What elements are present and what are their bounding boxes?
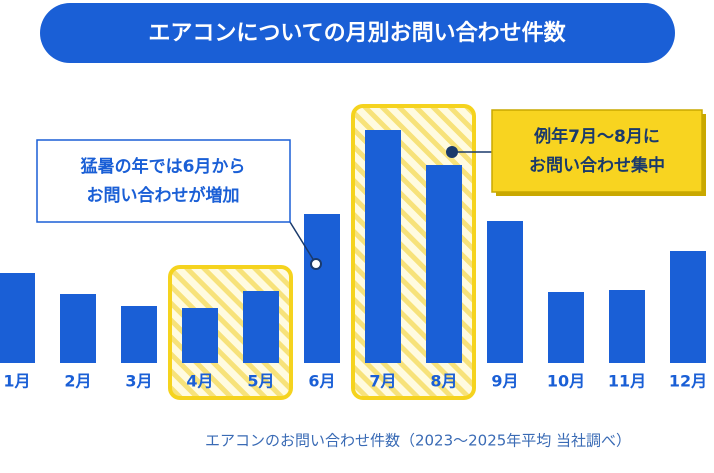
bar — [548, 292, 584, 363]
x-tick-label: 6月 — [308, 372, 335, 391]
callout-dot — [310, 258, 322, 270]
x-tick-label: 11月 — [608, 372, 646, 391]
x-tick-label: 2月 — [64, 372, 91, 391]
callout-text: お問い合わせ集中 — [529, 155, 665, 176]
bar — [304, 214, 340, 363]
bar — [182, 308, 218, 363]
bar — [121, 306, 157, 363]
bar — [487, 221, 523, 363]
chart-title: エアコンについての月別お問い合わせ件数 — [148, 20, 566, 46]
x-tick-label: 10月 — [547, 372, 585, 391]
bar — [243, 291, 279, 363]
bar — [0, 273, 35, 363]
callout-line — [289, 221, 317, 265]
bar — [670, 251, 706, 363]
bar — [60, 294, 96, 363]
bar — [609, 290, 645, 363]
callout-box — [491, 109, 703, 193]
x-tick-label: 8月 — [430, 372, 457, 391]
callout-text: 猛暑の年では6月から — [80, 156, 246, 177]
callout-box — [36, 139, 291, 223]
x-tick-label: 3月 — [125, 372, 152, 391]
bar — [426, 165, 462, 363]
callout-dot — [446, 146, 458, 158]
callout-text: 例年7月～8月に — [533, 126, 660, 147]
x-tick-label: 9月 — [491, 372, 518, 391]
x-tick-label: 12月 — [669, 372, 707, 391]
x-tick-label: 7月 — [369, 372, 396, 391]
x-tick-label: 1月 — [3, 372, 30, 391]
x-tick-label: 4月 — [186, 372, 213, 391]
chart-note: エアコンのお問い合わせ件数（2023～2025年平均 当社調べ） — [205, 432, 631, 450]
x-tick-label: 5月 — [247, 372, 274, 391]
title-banner — [40, 3, 675, 63]
callout-text: お問い合わせが増加 — [87, 185, 240, 206]
bar — [365, 130, 401, 363]
